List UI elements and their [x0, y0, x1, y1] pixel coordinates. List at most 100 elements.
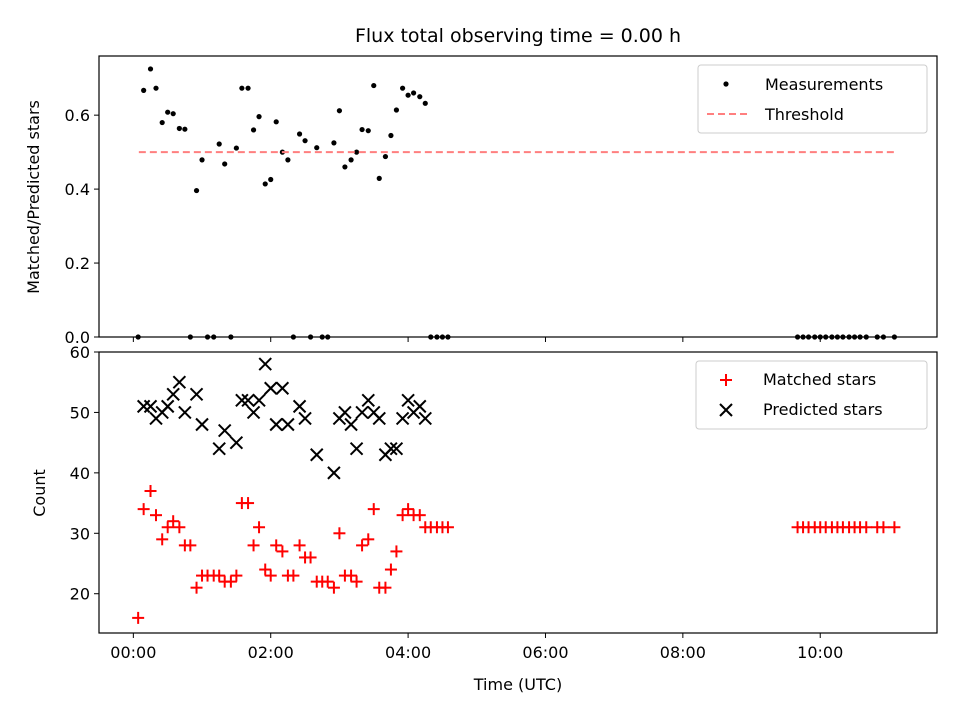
top-axes-frame	[98, 55, 938, 338]
legend-marker-matched	[720, 374, 732, 386]
point-matched-stars	[860, 521, 873, 534]
bottom-y-tick-label: 60	[70, 343, 90, 362]
point-matched-stars	[888, 521, 901, 534]
point-measurements	[359, 126, 365, 133]
bottom-y-tick-label: 50	[70, 403, 90, 422]
point-measurements	[365, 128, 371, 134]
point-predicted-stars	[258, 357, 272, 371]
point-measurements	[273, 119, 279, 125]
point-measurements	[302, 138, 308, 144]
point-predicted-stars	[269, 417, 283, 432]
top-legend-box	[697, 64, 928, 134]
point-predicted-stars	[217, 423, 232, 438]
point-matched-stars	[402, 503, 415, 516]
point-measurements	[159, 119, 165, 126]
point-matched-stars	[259, 563, 272, 576]
bottom-x-tick-label: 06:00	[522, 643, 568, 662]
point-matched-stars	[190, 581, 203, 594]
point-matched-stars	[441, 521, 454, 534]
bottom-y-axis-label: Count	[30, 469, 49, 517]
point-matched-stars	[264, 569, 277, 582]
top-y-axis-label: Matched/Predicted stars	[24, 100, 43, 294]
bottom-y-tick-label: 40	[70, 464, 90, 483]
point-predicted-stars	[235, 393, 249, 408]
point-matched-stars	[242, 497, 255, 510]
point-measurements	[199, 157, 205, 163]
point-matched-stars	[362, 533, 375, 546]
point-measurements	[314, 145, 320, 151]
point-predicted-stars	[160, 399, 175, 414]
chart-title: Flux total observing time = 0.00 h	[355, 25, 681, 47]
point-predicted-stars	[229, 435, 244, 450]
top-y-tick-label: 0.0	[65, 328, 90, 347]
point-matched-stars	[345, 569, 358, 582]
point-predicted-stars	[413, 399, 427, 414]
point-matched-stars	[132, 611, 145, 624]
point-measurements	[405, 92, 411, 98]
point-measurements	[262, 181, 268, 187]
top-y-tick-label: 0.6	[65, 106, 90, 125]
point-matched-stars	[327, 581, 340, 594]
point-measurements	[193, 187, 200, 194]
point-predicted-stars	[395, 411, 410, 426]
point-predicted-stars	[310, 448, 324, 462]
point-matched-stars	[384, 563, 397, 576]
point-predicted-stars	[327, 466, 341, 480]
point-matched-stars	[224, 575, 237, 588]
bottom-x-tick-label: 00:00	[110, 643, 156, 662]
point-measurements	[371, 82, 377, 89]
point-predicted-stars	[292, 399, 307, 414]
point-predicted-stars	[275, 381, 290, 395]
point-predicted-stars	[372, 411, 386, 426]
point-matched-stars	[253, 521, 266, 534]
bottom-y-tick-label: 20	[70, 585, 90, 604]
bottom-x-tick-label: 10:00	[797, 643, 843, 662]
point-measurements	[222, 161, 228, 167]
point-matched-stars	[213, 569, 226, 582]
point-predicted-stars	[355, 405, 369, 420]
point-matched-stars	[304, 551, 317, 564]
legend-label-threshold: Threshold	[764, 105, 844, 124]
point-measurements	[417, 94, 423, 100]
point-measurements	[176, 125, 182, 132]
bottom-legend-box	[695, 360, 928, 430]
point-measurements	[250, 127, 257, 133]
point-measurements	[245, 85, 251, 91]
point-matched-stars	[137, 503, 150, 516]
point-matched-stars	[156, 533, 169, 546]
point-measurements	[376, 175, 382, 181]
bottom-x-tick-label: 04:00	[385, 643, 431, 662]
point-predicted-stars	[361, 393, 375, 408]
point-predicted-stars	[401, 393, 415, 408]
point-matched-stars	[396, 509, 409, 522]
point-matched-stars	[293, 539, 306, 552]
point-predicted-stars	[166, 387, 180, 402]
point-matched-stars	[150, 509, 163, 522]
point-measurements	[353, 149, 360, 155]
point-matched-stars	[184, 539, 197, 552]
point-measurements	[153, 85, 159, 91]
top-panel: 0.0 0.2 0.4 0.6 Matched/Predicted stars Mea…	[24, 55, 938, 347]
point-predicted-stars	[195, 417, 209, 432]
point-matched-stars	[287, 569, 300, 582]
point-matched-stars	[333, 527, 346, 540]
legend-marker-predicted	[719, 403, 733, 417]
point-measurements	[268, 176, 274, 183]
point-measurements	[336, 108, 343, 114]
point-predicted-stars	[246, 405, 261, 420]
point-predicted-stars	[281, 417, 295, 432]
point-matched-stars	[877, 521, 890, 534]
point-matched-stars	[270, 539, 283, 552]
point-matched-stars	[161, 521, 174, 534]
point-measurements	[393, 107, 400, 113]
bottom-x-tick-label: 02:00	[248, 643, 294, 662]
point-measurements	[165, 109, 171, 115]
point-predicted-stars	[178, 405, 192, 420]
point-measurements	[147, 66, 154, 72]
point-predicted-stars	[338, 405, 352, 420]
x-axis-label: Time (UTC)	[473, 675, 562, 694]
point-measurements	[388, 132, 394, 139]
point-measurements	[256, 114, 262, 120]
point-matched-stars	[379, 581, 392, 594]
top-y-tick-label: 0.2	[65, 254, 90, 273]
